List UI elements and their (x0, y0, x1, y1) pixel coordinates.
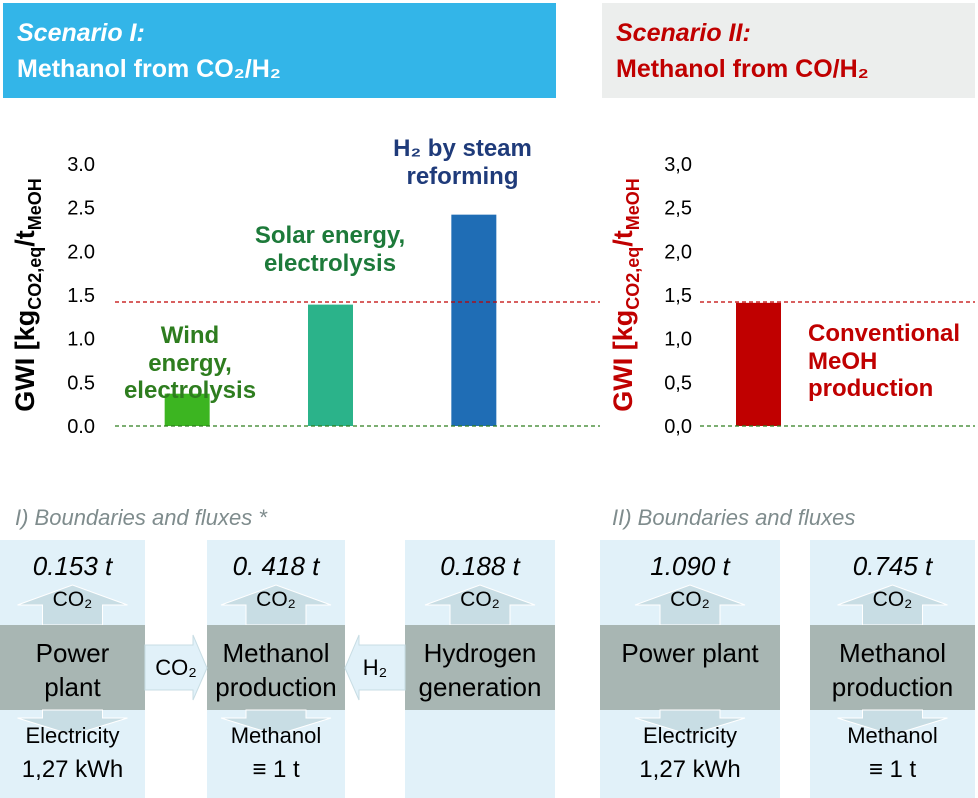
output-arrow (17, 709, 128, 736)
scenario-title: Scenario I: (17, 19, 145, 47)
unit-label: Methanol production (831, 638, 954, 702)
y-tick-label: 2,0 (664, 241, 692, 263)
emission-arrow (17, 584, 128, 626)
unit-box (405, 625, 555, 710)
emission-gas: CO₂ (670, 588, 710, 611)
bar-label: H₂ by steam reforming (393, 135, 532, 190)
emission-value: 0. 418 t (232, 551, 320, 581)
bar-label: Solar energy, electrolysis (254, 222, 406, 277)
bar (451, 214, 497, 426)
y-tick-label: 0.0 (67, 416, 95, 438)
output-label: Methanol (847, 723, 938, 748)
y-axis-label: GWI [kgCO2,eq/tMeOH (10, 178, 45, 412)
output-amount: 1,27 kWh (639, 756, 741, 783)
bar (308, 304, 353, 426)
output-arrow (220, 709, 332, 736)
y-tick-label: 1.0 (67, 329, 95, 351)
unit-label: Methanol production (215, 638, 337, 702)
emission-value: 0.745 t (852, 551, 933, 581)
output-amount: 1,27 kWh (21, 756, 124, 783)
y-tick-label: 1,0 (664, 329, 692, 351)
scenario-subtitle: Methanol from CO₂/H₂ (17, 55, 281, 83)
emission-value: 1.090 t (650, 551, 730, 581)
flow-label: CO₂ (155, 655, 197, 680)
emission-arrow (837, 584, 948, 626)
unit-label: Power plant (35, 638, 110, 702)
y-axis-label-part: GWI [kg (10, 310, 40, 412)
y-axis-label-part: /t (608, 230, 638, 247)
flow-arrow (344, 634, 406, 701)
y-axis-label-part: GWI [kg (608, 310, 638, 412)
y-axis-label-part: CO2,eq (623, 247, 643, 310)
bar (164, 393, 210, 426)
section-title: I) Boundaries and fluxes * (15, 505, 267, 530)
emission-arrow (220, 584, 332, 626)
y-tick-label: 0.5 (67, 372, 95, 394)
y-axis-label: GWI [kgCO2,eq/tMeOH (608, 178, 643, 412)
emission-arrow (424, 584, 536, 626)
section-title: II) Boundaries and fluxes (612, 505, 856, 530)
unit-box (810, 625, 975, 710)
scenario-subtitle: Methanol from CO/H₂ (616, 55, 869, 83)
y-tick-label: 2.5 (67, 198, 95, 220)
y-axis-label-part: MeOH (25, 178, 45, 230)
emission-gas: CO₂ (256, 588, 296, 611)
output-amount: ≡ 1 t (252, 756, 300, 783)
bar-label: Conventional MeOH production (808, 320, 961, 403)
flow-arrow (144, 634, 208, 701)
unit-label: Power plant (621, 638, 759, 668)
y-tick-label: 0,5 (664, 372, 692, 394)
output-label: Electricity (642, 723, 738, 748)
bar (736, 302, 781, 426)
unit-box (0, 625, 145, 710)
output-arrow (634, 709, 746, 736)
y-tick-label: 2,5 (664, 198, 692, 220)
y-tick-label: 3,0 (664, 154, 692, 176)
emission-gas: CO₂ (52, 588, 93, 611)
scenario-title: Scenario II: (616, 19, 751, 47)
output-label: Electricity (25, 723, 120, 748)
unit-box (600, 625, 780, 710)
unit-box (207, 625, 345, 710)
y-axis-label-part: CO2,eq (25, 247, 45, 310)
y-tick-label: 2.0 (67, 241, 95, 263)
flow-label: H₂ (362, 655, 388, 680)
emission-gas: CO₂ (460, 588, 500, 611)
y-tick-label: 1,5 (664, 285, 692, 307)
scenario-header: Scenario I: Methanol from CO₂/H₂ (3, 3, 556, 98)
y-tick-label: 0,0 (664, 416, 692, 438)
emission-value: 0.153 t (32, 551, 113, 581)
bar-label: Wind energy, electrolysis (123, 322, 257, 405)
output-amount: ≡ 1 t (868, 756, 917, 783)
y-tick-label: 1.5 (67, 285, 95, 307)
y-axis-label-part: MeOH (623, 178, 643, 230)
unit-label: Hydrogen generation (418, 638, 542, 702)
scenario-header: Scenario II: Methanol from CO/H₂ (602, 3, 975, 98)
emission-arrow (634, 584, 746, 626)
y-axis-label-part: /t (10, 230, 40, 247)
output-label: Methanol (230, 723, 322, 748)
output-arrow (837, 709, 948, 736)
emission-value: 0.188 t (440, 551, 520, 581)
emission-gas: CO₂ (872, 588, 913, 611)
y-tick-label: 3.0 (67, 154, 95, 176)
